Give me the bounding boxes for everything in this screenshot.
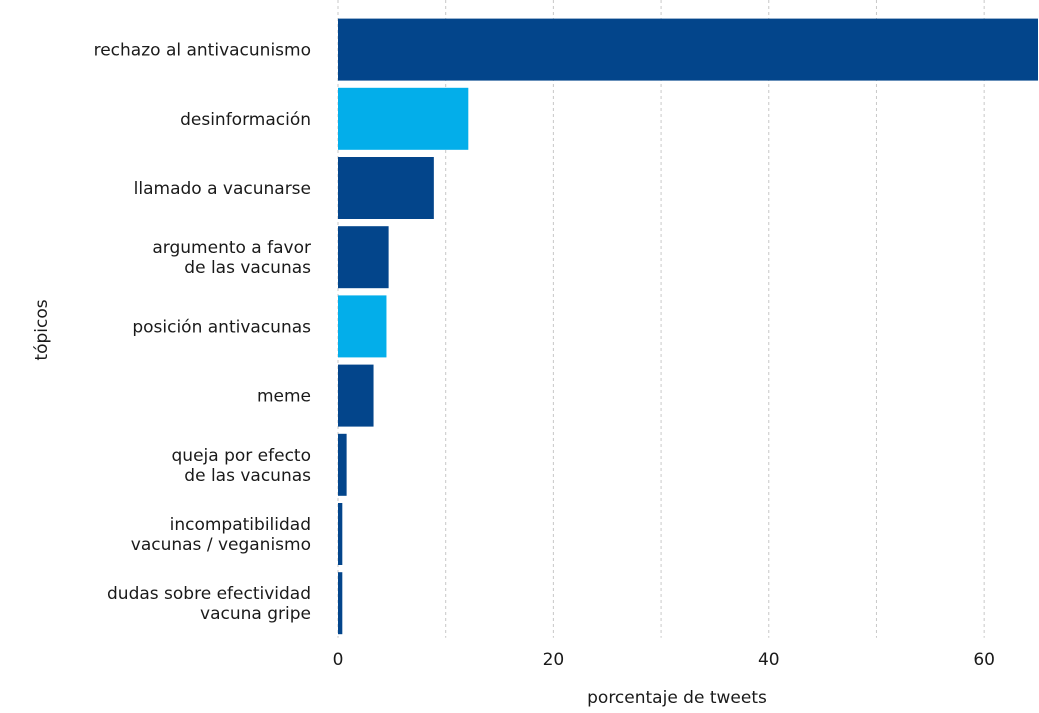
category-label: incompatibilidad vacunas / veganismo <box>131 515 311 555</box>
category-label: dudas sobre efectividad vacuna gripe <box>107 584 311 624</box>
x-tick-label: 60 <box>973 650 995 670</box>
category-label: posición antivacunas <box>132 317 311 337</box>
bar <box>338 572 343 635</box>
bar <box>338 18 1038 81</box>
category-label: meme <box>257 387 311 407</box>
category-label: queja por efecto de las vacunas <box>172 446 312 486</box>
x-tick-labels: 0 20 40 60 <box>333 650 995 670</box>
category-labels: rechazo al antivacunismo desinformación ll… <box>94 41 312 625</box>
category-label: rechazo al antivacunismo <box>94 41 311 61</box>
bars <box>338 18 1038 635</box>
bar <box>338 433 347 496</box>
bar <box>338 226 389 289</box>
bar <box>338 364 374 427</box>
x-tick-label: 20 <box>543 650 565 670</box>
bar <box>338 157 434 219</box>
category-label: argumento a favor de las vacunas <box>152 238 311 278</box>
bar <box>338 87 469 150</box>
y-axis-title: tópicos <box>32 299 52 360</box>
x-axis-title: porcentaje de tweets <box>587 688 767 708</box>
bar <box>338 503 343 565</box>
x-tick-label: 0 <box>333 650 344 670</box>
category-label: llamado a vacunarse <box>134 179 311 199</box>
category-label: desinformación <box>180 110 311 130</box>
bar <box>338 295 387 358</box>
x-tick-label: 40 <box>758 650 780 670</box>
